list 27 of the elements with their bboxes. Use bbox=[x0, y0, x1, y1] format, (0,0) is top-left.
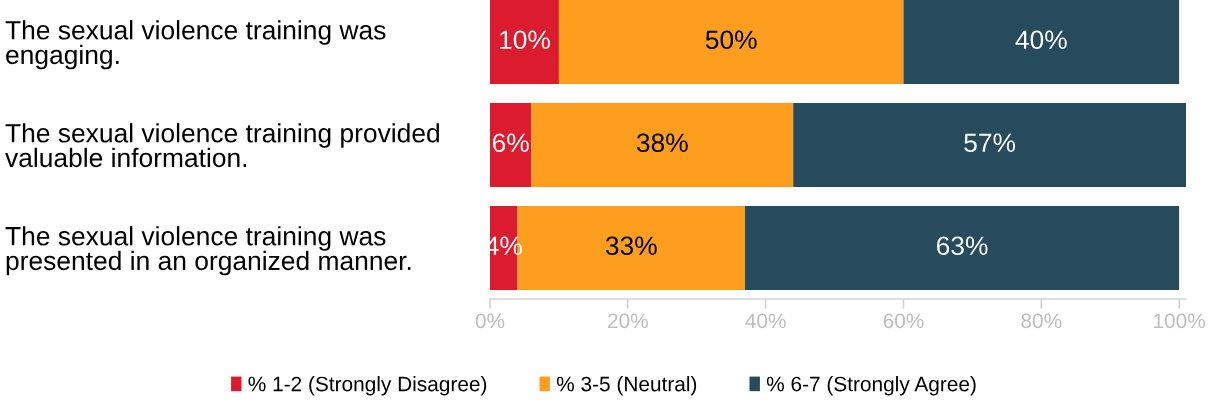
legend-label: % 3-5 (Neutral) bbox=[556, 376, 697, 396]
y-tick-label: The sexual violence training was presented in an organized manner. bbox=[5, 226, 411, 276]
data-label: 63% bbox=[936, 236, 988, 256]
x-tick-label: 80% bbox=[1021, 313, 1062, 329]
data-label: 6% bbox=[492, 133, 529, 153]
x-tick-label: 0% bbox=[475, 313, 505, 329]
y-tick-label: The sexual violence training was engaging. bbox=[5, 20, 386, 70]
bar bbox=[490, 0, 559, 85]
data-label: 10% bbox=[500, 30, 550, 50]
x-tick-label: 60% bbox=[883, 313, 924, 329]
data-label: 40% bbox=[1015, 30, 1067, 50]
bar bbox=[744, 205, 1180, 291]
data-label: 33% bbox=[605, 236, 657, 256]
legend-label: % 1-2 (Strongly Disagree) bbox=[248, 376, 487, 396]
x-tick-label: 40% bbox=[745, 313, 786, 329]
y-tick-label: The sexual violence training provided valuable information. bbox=[5, 123, 439, 168]
bar bbox=[793, 103, 1186, 188]
bar bbox=[490, 103, 532, 188]
bar bbox=[903, 0, 1180, 85]
data-label: 38% bbox=[636, 133, 688, 153]
bar bbox=[558, 0, 904, 85]
x-tick-label: 20% bbox=[608, 313, 648, 329]
bar bbox=[531, 103, 794, 188]
legend-label: % 6-7 (Strongly Agree) bbox=[766, 376, 976, 396]
data-label: 57% bbox=[964, 133, 1016, 153]
x-tick-label: 100% bbox=[1154, 313, 1206, 329]
data-label: 50% bbox=[705, 30, 757, 50]
